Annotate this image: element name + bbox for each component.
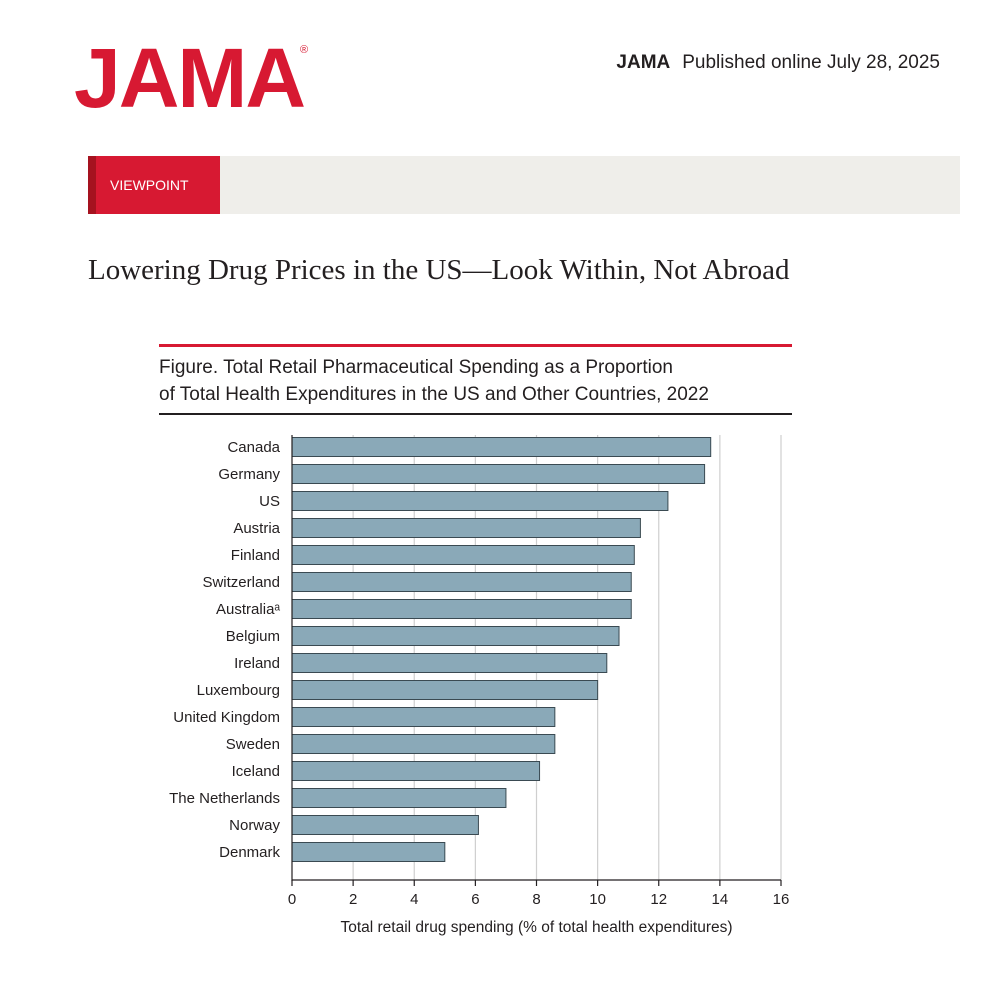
category-label: Austria bbox=[233, 520, 280, 537]
category-label: Canada bbox=[227, 439, 280, 456]
category-label: United Kingdom bbox=[173, 709, 280, 726]
bar bbox=[291, 680, 599, 700]
x-tick-label: 10 bbox=[589, 891, 606, 908]
figure-title-line-1: Figure. Total Retail Pharmaceutical Spen… bbox=[159, 357, 673, 378]
category-label: Finland bbox=[231, 547, 280, 564]
section-tab-viewpoint[interactable]: VIEWPOINT bbox=[88, 156, 220, 214]
category-label: Ireland bbox=[234, 655, 280, 672]
category-label: Denmark bbox=[219, 844, 280, 861]
bar bbox=[291, 842, 446, 862]
x-tick-label: 6 bbox=[471, 891, 479, 908]
bar bbox=[291, 464, 706, 484]
bar bbox=[291, 815, 479, 835]
bar bbox=[291, 491, 669, 511]
bar bbox=[291, 626, 620, 646]
bar bbox=[291, 653, 608, 673]
category-label: Iceland bbox=[232, 763, 280, 780]
category-label: Australiaᵃ bbox=[216, 601, 280, 618]
bar bbox=[291, 545, 635, 565]
x-tick-label: 4 bbox=[410, 891, 418, 908]
x-tick-label: 2 bbox=[349, 891, 357, 908]
category-label: Sweden bbox=[226, 736, 280, 753]
category-label: The Netherlands bbox=[169, 790, 280, 807]
x-tick-label: 8 bbox=[532, 891, 540, 908]
bar bbox=[291, 518, 641, 538]
figure-title-line-2: of Total Health Expenditures in the US a… bbox=[159, 384, 709, 405]
figure-title: Figure. Total Retail Pharmaceutical Spen… bbox=[159, 354, 799, 408]
x-tick-label: 14 bbox=[712, 891, 729, 908]
publication-line: JAMA Published online July 28, 2025 bbox=[616, 52, 940, 74]
category-label: Belgium bbox=[226, 628, 280, 645]
journal-name: JAMA bbox=[616, 52, 671, 73]
category-label: US bbox=[259, 493, 280, 510]
x-axis-title: Total retail drug spending (% of total h… bbox=[340, 919, 732, 936]
figure-top-rule bbox=[159, 344, 792, 347]
publication-date: Published online July 28, 2025 bbox=[682, 52, 940, 73]
bar bbox=[291, 707, 556, 727]
bar bbox=[291, 572, 632, 592]
bar bbox=[291, 437, 712, 457]
x-tick-label: 16 bbox=[773, 891, 790, 908]
category-label: Luxembourg bbox=[197, 682, 280, 699]
registered-mark: ® bbox=[300, 44, 309, 56]
bar bbox=[291, 788, 507, 808]
article-title: Lowering Drug Prices in the US—Look With… bbox=[88, 254, 790, 286]
x-tick-label: 0 bbox=[288, 891, 296, 908]
x-tick-label: 12 bbox=[650, 891, 667, 908]
bar bbox=[291, 761, 541, 781]
category-label: Norway bbox=[229, 817, 280, 834]
category-label: Germany bbox=[218, 466, 280, 483]
figure-bottom-rule bbox=[159, 413, 792, 415]
bar bbox=[291, 734, 556, 754]
category-label: Switzerland bbox=[202, 574, 280, 591]
jama-logo[interactable]: JAMA bbox=[74, 31, 306, 125]
section-bar: VIEWPOINT bbox=[88, 156, 960, 214]
bar bbox=[291, 599, 632, 619]
